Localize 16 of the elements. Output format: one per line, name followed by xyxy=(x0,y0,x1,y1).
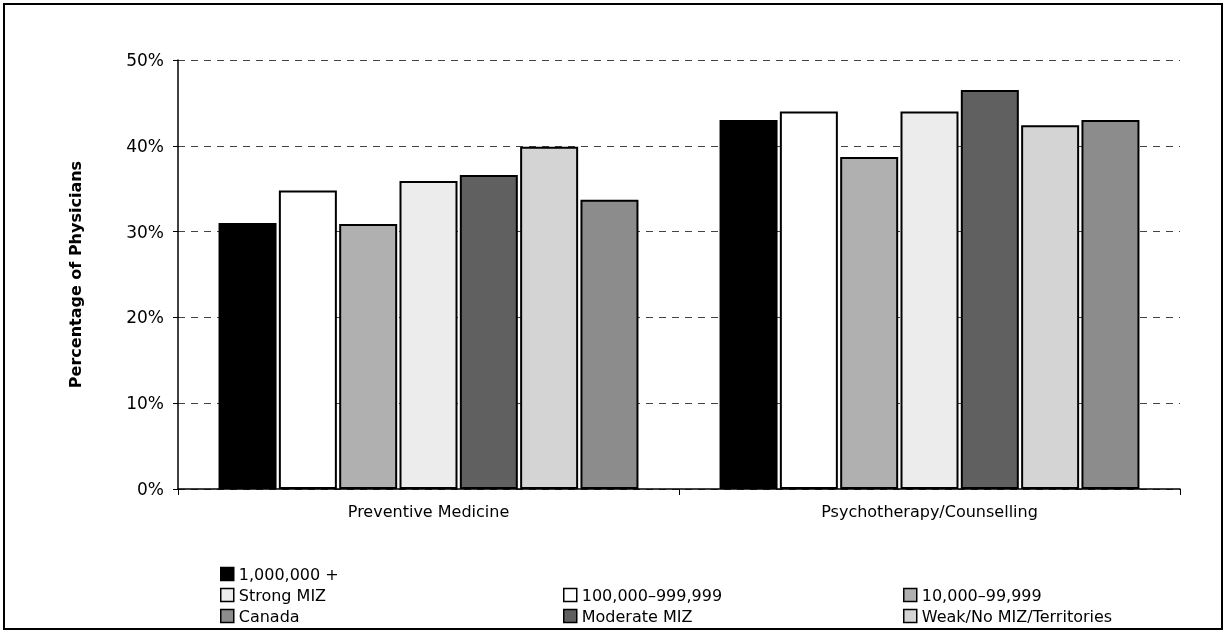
x-tick-label: Psychotherapy/Counselling xyxy=(821,501,1038,521)
x-tick-label: Preventive Medicine xyxy=(347,501,510,521)
y-tick-label: 0% xyxy=(137,479,164,499)
legend-label: 10,000–99,999 xyxy=(921,585,1042,605)
legend-label: Canada xyxy=(238,606,300,626)
y-tick-label: 20% xyxy=(126,307,164,328)
y-tick-label: 50% xyxy=(126,50,164,70)
y-axis-title: Percentage of Physicians xyxy=(65,160,85,389)
y-tick-label: 30% xyxy=(126,221,164,242)
legend-label: Moderate MIZ xyxy=(581,606,693,626)
legend-label: Strong MIZ xyxy=(238,585,327,605)
legend-label: 1,000,000 + xyxy=(238,564,339,584)
legend-label: Weak/No MIZ/Territories xyxy=(921,606,1113,626)
y-tick-label: 10% xyxy=(126,393,164,414)
y-tick-label: 40% xyxy=(126,135,164,156)
legend-label: 100,000–999,999 xyxy=(581,585,723,605)
